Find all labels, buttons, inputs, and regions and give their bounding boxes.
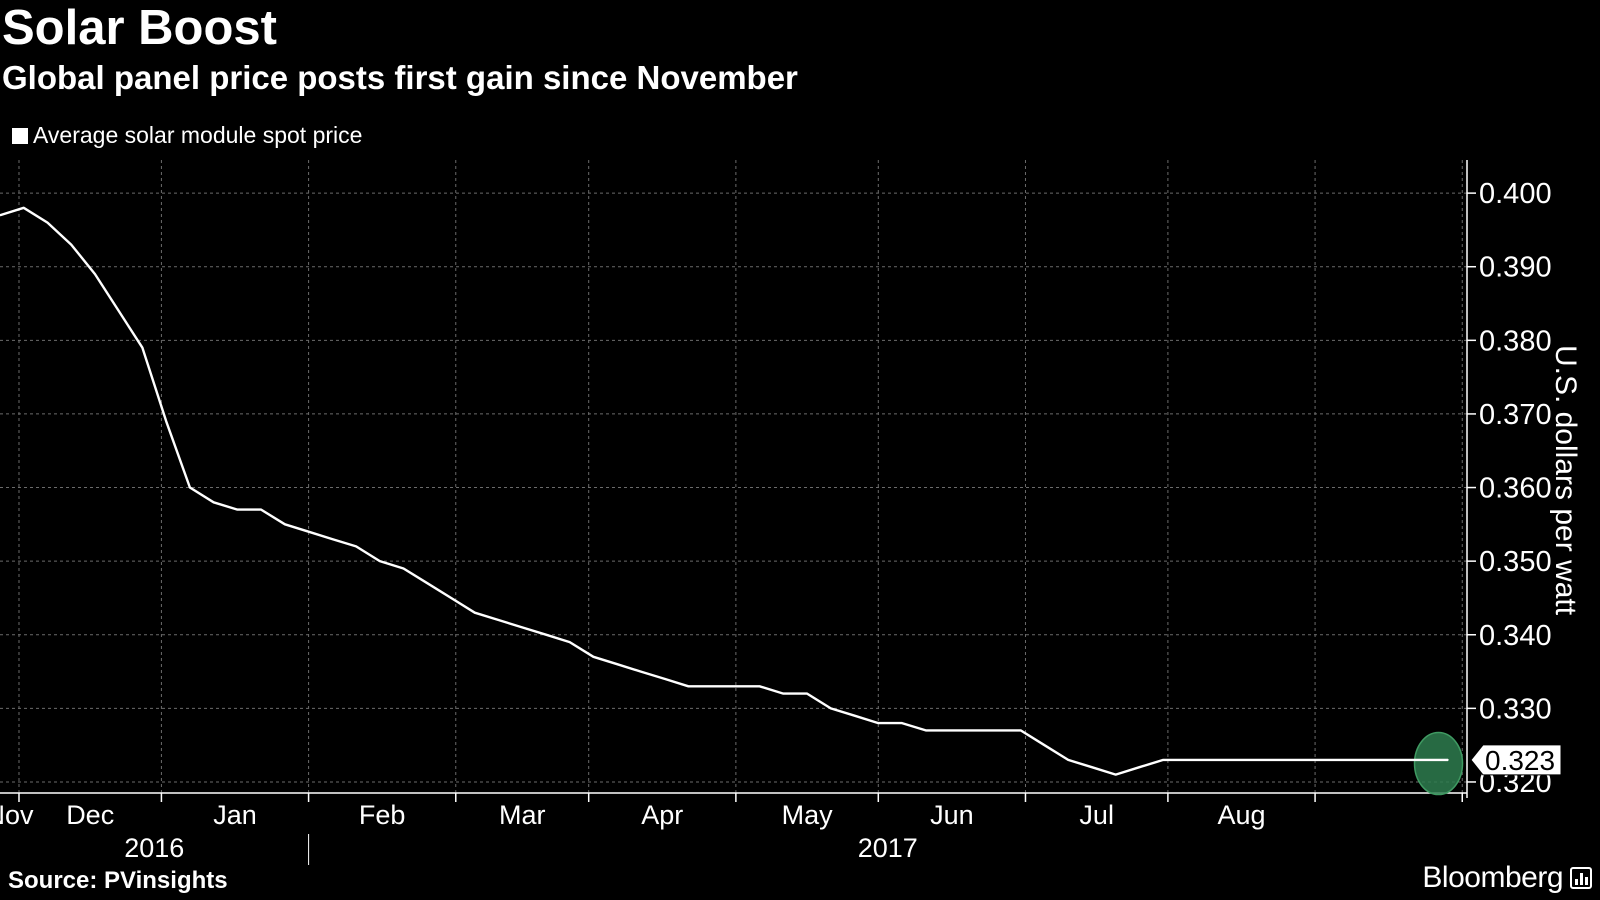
- data-point: [687, 685, 690, 688]
- data-point: [924, 729, 927, 732]
- data-point: [711, 685, 713, 688]
- data-point: [355, 545, 357, 548]
- series-line: [0, 206, 1448, 776]
- chart-subtitle: Global panel price posts first gain sinc…: [2, 59, 798, 96]
- y-tick-label: 0.380: [1479, 325, 1552, 357]
- data-point: [165, 420, 167, 423]
- data-point: [663, 678, 666, 680]
- data-point: [948, 729, 951, 732]
- data-point: [236, 508, 239, 511]
- legend-swatch: [12, 127, 28, 144]
- data-point: [1423, 759, 1426, 761]
- data-point: [1019, 729, 1022, 732]
- data-point: [1162, 759, 1164, 761]
- data-point: [758, 685, 761, 688]
- data-point: [70, 243, 73, 246]
- data-point: [830, 707, 832, 710]
- data-point: [782, 692, 785, 695]
- data-point: [426, 582, 429, 585]
- legend: Average solar module spot price: [12, 122, 362, 149]
- data-point: [0, 214, 1, 217]
- x-tick-label: May: [782, 800, 834, 830]
- data-point: [1138, 766, 1141, 769]
- data-point: [189, 486, 191, 489]
- x-tick-label: Nov: [0, 800, 34, 830]
- data-point: [521, 626, 524, 629]
- data-point: [1328, 759, 1331, 761]
- data-point: [735, 685, 737, 688]
- data-point: [117, 310, 120, 312]
- x-tick-label: Dec: [66, 800, 114, 830]
- data-point: [1447, 759, 1449, 761]
- data-point: [307, 530, 310, 533]
- data-point: [450, 597, 452, 599]
- data-point: [1186, 759, 1188, 761]
- y-tick-label: 0.330: [1479, 693, 1552, 725]
- data-point: [592, 656, 595, 658]
- x-tick-label: Jun: [930, 800, 974, 830]
- data-point: [640, 670, 642, 673]
- y-tick-label: 0.400: [1479, 178, 1552, 210]
- data-point: [616, 663, 618, 665]
- y-axis-label: U.S. dollars per watt: [1549, 344, 1582, 616]
- y-tick-label: 0.350: [1479, 546, 1552, 578]
- data-point: [877, 722, 880, 724]
- data-point: [141, 346, 144, 349]
- brand-logo: Bloomberg: [1422, 861, 1592, 895]
- data-point: [473, 611, 476, 614]
- data-point: [972, 729, 975, 732]
- last-value-flag: [1470, 744, 1562, 776]
- data-point: [402, 567, 405, 570]
- last-value-label: 0.323: [1485, 745, 1555, 776]
- data-point: [568, 641, 571, 643]
- data-point: [1233, 759, 1236, 761]
- x-tick-label: Jul: [1079, 800, 1114, 830]
- chart-title: Solar Boost: [2, 1, 277, 55]
- data-point: [94, 273, 96, 275]
- x-tick-label: Jan: [213, 800, 257, 830]
- data-point: [497, 619, 500, 621]
- y-tick-label: 0.340: [1479, 620, 1552, 652]
- data-point: [1304, 759, 1307, 761]
- y-tick-label: 0.370: [1479, 399, 1552, 431]
- data-point: [1352, 759, 1354, 761]
- year-label: 2016: [124, 833, 184, 863]
- data-point: [284, 523, 286, 526]
- highlight-ellipse: [1413, 731, 1464, 796]
- x-tick-label: Mar: [499, 800, 546, 830]
- x-tick-label: Feb: [359, 800, 406, 830]
- data-point: [1209, 759, 1212, 761]
- data-point: [212, 501, 215, 504]
- data-point: [1067, 759, 1070, 761]
- brand-name: Bloomberg: [1422, 861, 1563, 894]
- data-point: [901, 722, 903, 724]
- bloomberg-terminal-icon: [1570, 867, 1592, 889]
- data-point: [1043, 744, 1046, 746]
- data-point: [1091, 766, 1093, 769]
- source-note: Source: PVinsights: [8, 867, 228, 894]
- data-point: [545, 633, 547, 636]
- data-point: [996, 729, 998, 732]
- x-tick-label: Aug: [1217, 800, 1265, 830]
- data-point: [331, 538, 334, 540]
- data-point: [1375, 759, 1378, 761]
- data-point: [1114, 773, 1117, 776]
- y-tick-label: 0.390: [1479, 252, 1552, 284]
- data-point: [260, 508, 262, 511]
- data-point: [853, 714, 856, 717]
- legend-label: Average solar module spot price: [33, 122, 363, 148]
- y-tick-label: 0.360: [1479, 473, 1552, 505]
- data-point: [22, 207, 25, 209]
- data-point: [46, 221, 49, 224]
- year-label: 2017: [858, 833, 918, 863]
- data-point: [1399, 759, 1402, 761]
- x-tick-label: Apr: [641, 800, 683, 830]
- data-point: [1281, 759, 1283, 761]
- data-point: [806, 692, 808, 695]
- data-point: [379, 560, 381, 562]
- data-point: [1257, 759, 1259, 761]
